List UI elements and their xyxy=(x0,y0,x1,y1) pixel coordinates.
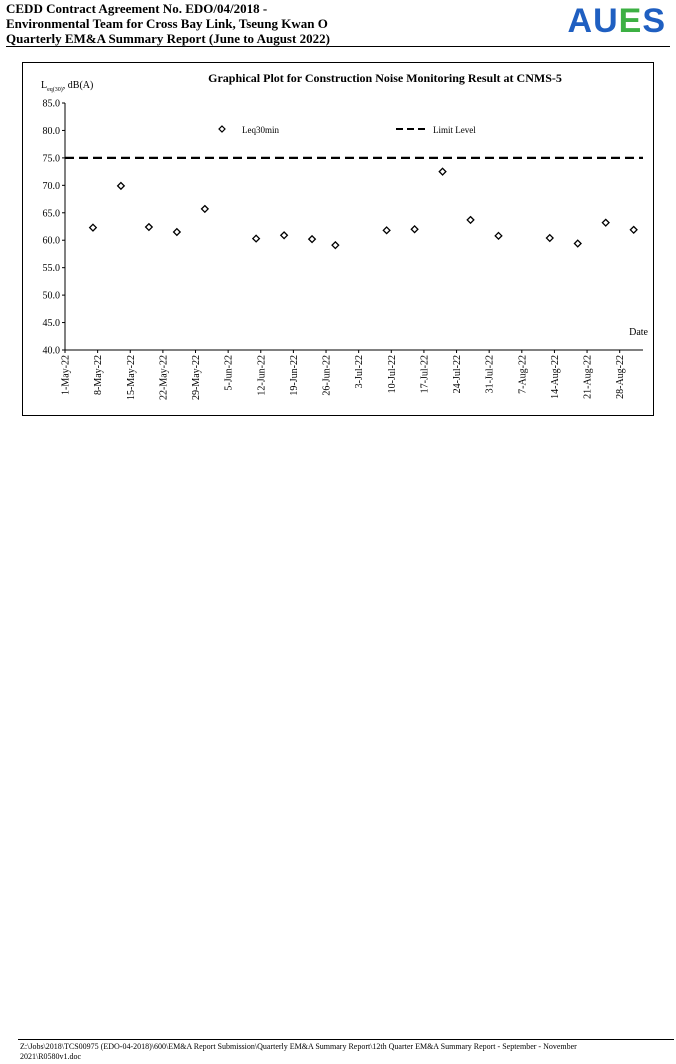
logo-letter: A xyxy=(567,2,594,40)
footer-path-line: 2021\R0580v1.doc xyxy=(20,1052,82,1061)
x-tick-label: 12-Jun-22 xyxy=(256,355,267,396)
x-tick-label: 26-Jun-22 xyxy=(322,355,333,396)
leq-point xyxy=(494,231,503,241)
y-axis-label: Leq(30), dB(A) xyxy=(41,80,93,93)
logo-letter: U xyxy=(593,2,619,40)
leq-point xyxy=(629,225,638,235)
legend-leq-label: Leq30min xyxy=(242,125,279,135)
y-label-sub: eq(30) xyxy=(47,86,63,93)
x-tick-label: 8-May-22 xyxy=(93,355,104,395)
chart-axes xyxy=(64,103,643,351)
x-tick-label: 21-Aug-22 xyxy=(583,355,594,399)
x-tick-label: 14-Aug-22 xyxy=(550,355,561,399)
aues-logo: AUES xyxy=(568,2,667,40)
leq-point xyxy=(601,218,610,227)
leq-point xyxy=(279,231,289,240)
y-tick-label: 80.0 xyxy=(43,126,61,137)
y-tick-label: 75.0 xyxy=(43,153,61,164)
x-tick-label: 1-May-22 xyxy=(61,355,72,395)
x-tick-label: 3-Jul-22 xyxy=(354,355,365,388)
leq-point xyxy=(410,225,419,234)
x-tick-label: 15-May-22 xyxy=(126,355,137,400)
x-tick-label: 31-Jul-22 xyxy=(485,355,496,393)
leq-point xyxy=(88,223,98,232)
svg-text:Leq(30), dB(A): Leq(30), dB(A) xyxy=(41,80,93,93)
y-tick-label: 45.0 xyxy=(43,318,61,329)
y-label-main: L xyxy=(41,80,47,91)
legend-leq-marker xyxy=(218,125,226,133)
chart-title: Graphical Plot for Construction Noise Mo… xyxy=(208,71,562,85)
x-tick-label: 19-Jun-22 xyxy=(289,355,300,396)
x-tick-label: 7-Aug-22 xyxy=(517,355,528,394)
footer-divider xyxy=(18,1039,674,1040)
x-axis-label: Date xyxy=(629,327,648,338)
leq-point xyxy=(307,234,317,244)
y-tick-label: 85.0 xyxy=(43,99,61,110)
leq-point xyxy=(466,215,475,225)
x-tick-label: 28-Aug-22 xyxy=(615,355,626,399)
x-tick-label: 10-Jul-22 xyxy=(387,355,398,393)
x-tick-label: 22-May-22 xyxy=(158,355,169,400)
leq-point xyxy=(200,204,210,214)
chart-legend: Leq30min Limit Level xyxy=(218,125,476,135)
logo-letter: E xyxy=(618,2,643,40)
y-label-rest: , dB(A) xyxy=(63,80,94,91)
leq-point xyxy=(545,233,554,243)
footer-path-line: Z:\Jobs\2018\TCS00975 (EDO-04-2018)\600\… xyxy=(20,1042,577,1051)
leq-point xyxy=(251,234,261,243)
leq-point xyxy=(116,181,126,191)
y-tick-label: 55.0 xyxy=(43,263,61,274)
header-team-line: Environmental Team for Cross Bay Link, T… xyxy=(6,16,328,31)
noise-chart-frame: Graphical Plot for Construction Noise Mo… xyxy=(22,62,654,416)
x-ticks: 1-May-22 8-May-22 15-May-22 22-May-22 29-May… xyxy=(61,350,626,400)
y-tick-label: 50.0 xyxy=(43,291,61,302)
x-tick-label: 17-Jul-22 xyxy=(419,355,430,393)
header-contract-line: CEDD Contract Agreement No. EDO/04/2018 … xyxy=(6,1,268,16)
leq-data-points xyxy=(88,167,638,250)
leq-point xyxy=(382,226,391,235)
y-tick-label: 70.0 xyxy=(43,181,61,192)
leq-point xyxy=(438,167,447,176)
leq-point xyxy=(144,222,154,232)
y-tick-label: 40.0 xyxy=(43,346,61,357)
file-path-footer: Z:\Jobs\2018\TCS00975 (EDO-04-2018)\600\… xyxy=(20,1042,672,1062)
logo-letter: S xyxy=(642,2,666,40)
report-header: CEDD Contract Agreement No. EDO/04/2018 … xyxy=(6,0,670,46)
leq-point xyxy=(331,240,340,250)
header-report-line: Quarterly EM&A Summary Report (June to A… xyxy=(6,31,330,46)
legend-limit-label: Limit Level xyxy=(433,125,476,135)
x-tick-label: 5-Jun-22 xyxy=(224,355,235,391)
header-divider xyxy=(6,46,670,47)
leq-point xyxy=(172,227,182,237)
x-tick-label: 24-Jul-22 xyxy=(452,355,463,393)
y-ticks: 40.0 45.0 50.0 55.0 60.0 65.0 70.0 75.0 80.0 85.0 xyxy=(43,99,65,357)
y-tick-label: 65.0 xyxy=(43,208,61,219)
leq-point xyxy=(573,239,582,248)
y-tick-label: 60.0 xyxy=(43,236,61,247)
x-tick-label: 29-May-22 xyxy=(191,355,202,400)
noise-monitoring-chart: Graphical Plot for Construction Noise Mo… xyxy=(41,71,649,400)
